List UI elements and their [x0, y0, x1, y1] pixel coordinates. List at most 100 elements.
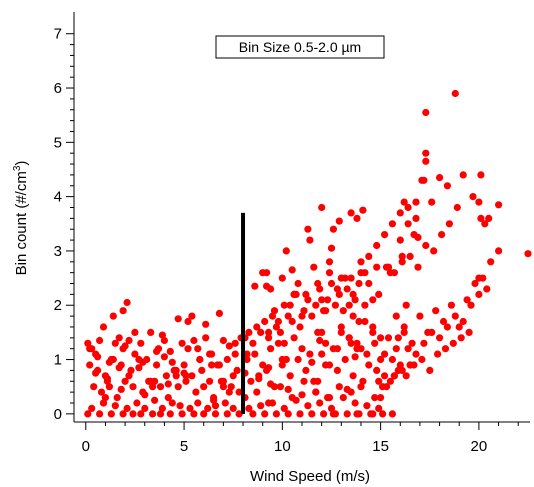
- x-axis-title: Wind Speed (m/s): [250, 468, 370, 485]
- data-point: [188, 372, 196, 380]
- data-point: [215, 309, 223, 317]
- y-tick-label: 2: [54, 297, 62, 314]
- data-point: [449, 339, 457, 347]
- data-point: [245, 404, 253, 412]
- data-point: [422, 108, 430, 117]
- data-point: [365, 361, 373, 369]
- data-point: [202, 334, 210, 342]
- data-point: [343, 285, 351, 293]
- data-point: [115, 334, 123, 342]
- annotation-box: [215, 35, 385, 59]
- data-point: [290, 334, 298, 342]
- data-point: [388, 410, 396, 418]
- data-point: [174, 383, 182, 391]
- data-point: [202, 320, 210, 328]
- data-point: [272, 323, 280, 331]
- data-point: [96, 336, 104, 345]
- data-point: [99, 399, 108, 407]
- data-point: [390, 372, 398, 380]
- data-point: [369, 323, 377, 331]
- data-point: [400, 198, 408, 206]
- data-point: [316, 285, 324, 293]
- data-point: [268, 399, 277, 407]
- data-point: [296, 323, 304, 331]
- data-point: [377, 355, 385, 364]
- data-point: [439, 317, 448, 326]
- data-point: [392, 345, 400, 353]
- data-point: [141, 404, 149, 412]
- data-point: [166, 347, 174, 355]
- data-point: [176, 402, 184, 410]
- data-point: [257, 328, 265, 336]
- data-point: [192, 388, 200, 396]
- data-point: [343, 410, 351, 418]
- data-point: [105, 383, 113, 391]
- data-point: [467, 301, 475, 309]
- data-point: [99, 323, 108, 331]
- data-point: [259, 361, 267, 369]
- data-point: [381, 350, 389, 358]
- data-point: [219, 383, 227, 391]
- data-point: [318, 350, 326, 358]
- data-point: [329, 410, 337, 418]
- data-point: [210, 396, 218, 404]
- data-point: [351, 296, 359, 304]
- data-point: [351, 353, 359, 361]
- data-point: [274, 339, 282, 347]
- data-point: [404, 203, 412, 212]
- data-point: [386, 269, 394, 277]
- data-point: [455, 323, 463, 331]
- data-point: [414, 263, 422, 271]
- axes: [66, 12, 530, 430]
- data-point: [483, 285, 491, 293]
- data-point: [121, 377, 129, 385]
- y-axis-title-main: Bin count (#/cm: [13, 171, 30, 275]
- data-point: [123, 404, 131, 412]
- data-point: [208, 361, 216, 369]
- data-point: [86, 345, 94, 353]
- data-point: [153, 361, 161, 369]
- data-point: [276, 328, 284, 336]
- data-point: [388, 355, 396, 364]
- y-axis-title-tail: ): [13, 161, 30, 166]
- data-point: [308, 312, 316, 320]
- data-point: [294, 279, 302, 288]
- data-point: [459, 171, 467, 179]
- data-point: [261, 410, 269, 418]
- data-point: [345, 334, 353, 342]
- data-point: [398, 252, 406, 260]
- data-point: [84, 410, 92, 418]
- annotation-text: Bin Size 0.5-2.0 µm: [239, 39, 361, 55]
- data-point: [284, 385, 292, 393]
- data-point: [471, 279, 479, 288]
- data-point: [495, 201, 503, 209]
- data-point: [355, 317, 363, 326]
- data-point: [229, 404, 237, 412]
- data-point: [314, 377, 322, 385]
- data-point: [129, 410, 137, 418]
- data-point: [475, 290, 483, 298]
- data-point: [375, 377, 383, 385]
- data-point: [247, 377, 255, 385]
- data-point: [443, 182, 451, 190]
- data-point: [333, 345, 341, 353]
- data-point: [284, 410, 292, 418]
- data-point: [184, 317, 192, 326]
- data-point: [278, 355, 286, 364]
- data-point: [430, 247, 438, 255]
- data-point: [245, 328, 253, 336]
- data-point: [92, 369, 100, 377]
- x-tick-label: 5: [180, 438, 188, 455]
- data-point: [325, 269, 334, 277]
- data-point: [265, 334, 273, 342]
- y-tick-label: 4: [54, 189, 62, 206]
- data-point: [196, 355, 204, 364]
- data-point: [341, 355, 349, 364]
- data-point: [436, 174, 444, 182]
- data-point: [524, 250, 532, 258]
- data-point: [463, 296, 471, 304]
- data-point: [371, 339, 379, 347]
- data-point: [267, 345, 275, 353]
- data-point: [316, 336, 324, 345]
- data-point: [379, 383, 387, 391]
